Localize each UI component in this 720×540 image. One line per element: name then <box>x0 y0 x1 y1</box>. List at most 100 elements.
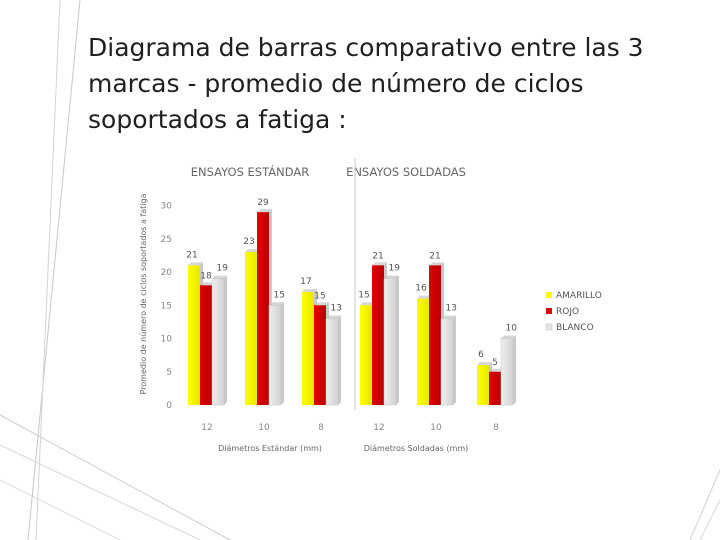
bar <box>383 275 399 406</box>
bar-front <box>314 305 326 405</box>
x-tick-label: 8 <box>493 423 499 433</box>
decorative-line <box>0 444 201 540</box>
bar-top <box>384 275 399 279</box>
y-axis-title: Promedio de número de ciclos soportados … <box>139 193 148 394</box>
data-label: 18 <box>200 271 212 281</box>
legend-swatch <box>546 292 552 298</box>
bar-side <box>453 315 456 405</box>
bar-top <box>477 362 492 366</box>
y-tick-label: 5 <box>166 368 172 378</box>
data-label: 6 <box>478 350 484 360</box>
bar-top <box>326 315 341 319</box>
bar-front <box>500 338 514 406</box>
bar <box>440 315 456 406</box>
data-label: 21 <box>186 250 197 260</box>
bar-front <box>489 371 501 405</box>
decorative-line <box>35 0 61 540</box>
bar-top <box>441 315 456 319</box>
bar-top <box>302 288 317 292</box>
data-label: 15 <box>314 291 325 301</box>
y-tick-label: 0 <box>166 401 172 411</box>
bar-top <box>245 249 260 253</box>
bar-front <box>302 291 314 405</box>
legend-label: BLANCO <box>556 323 594 333</box>
data-label: 17 <box>300 277 311 287</box>
legend-swatch <box>545 323 553 331</box>
legend-label: AMARILLO <box>556 291 602 301</box>
bar-top <box>188 262 203 266</box>
data-label: 19 <box>389 264 401 274</box>
data-label: 13 <box>331 304 342 314</box>
bar-top <box>200 282 215 286</box>
bar-front <box>245 252 257 405</box>
x-tick-label: 10 <box>258 423 270 433</box>
legend-label: ROJO <box>556 307 579 317</box>
x-axis-title: Diámetros Soldadas (mm) <box>364 444 469 453</box>
data-label: 10 <box>506 324 518 334</box>
bar-front <box>372 265 384 405</box>
bar-side <box>513 335 516 405</box>
y-tick-label: 25 <box>161 235 172 245</box>
bar-front <box>383 278 397 406</box>
data-label: 29 <box>257 198 269 208</box>
bar <box>500 335 516 406</box>
data-label: 13 <box>446 304 457 314</box>
group-title: ENSAYOS SOLDADAS <box>346 165 466 179</box>
data-label: 5 <box>492 358 498 368</box>
bar-side <box>338 315 341 405</box>
bar <box>211 275 227 406</box>
data-label: 15 <box>274 290 285 300</box>
bar-top <box>501 335 516 339</box>
bar-top <box>314 302 329 306</box>
bar-front <box>325 318 339 406</box>
data-label: 21 <box>372 251 383 261</box>
bar-front <box>417 298 429 405</box>
data-label: 19 <box>217 264 229 274</box>
x-tick-label: 12 <box>373 423 384 433</box>
bar-top <box>429 262 444 266</box>
bar-top <box>212 275 227 279</box>
bar-front <box>188 265 200 405</box>
bar-top <box>269 302 284 306</box>
data-label: 16 <box>415 284 427 294</box>
x-tick-label: 10 <box>430 423 442 433</box>
bar-top <box>417 295 432 299</box>
y-tick-label: 30 <box>161 202 173 212</box>
legend-swatch <box>546 308 552 314</box>
bar-front <box>257 212 269 405</box>
x-tick-label: 8 <box>318 423 324 433</box>
bar-front <box>200 285 212 405</box>
group-title: ENSAYOS ESTÁNDAR <box>191 164 309 179</box>
decorative-line <box>27 0 81 540</box>
bar-top <box>372 262 387 266</box>
bar <box>325 315 341 406</box>
bar-front <box>360 305 372 405</box>
data-label: 21 <box>429 251 440 261</box>
decorative-line <box>699 499 720 540</box>
y-tick-label: 20 <box>161 268 173 278</box>
data-label: 15 <box>358 290 369 300</box>
page-title: Diagrama de barras comparativo entre las… <box>88 33 644 134</box>
y-tick-label: 10 <box>161 335 173 345</box>
bar-front <box>429 265 441 405</box>
bar <box>268 302 284 406</box>
y-tick-label: 15 <box>161 301 172 311</box>
data-label: 23 <box>243 237 254 247</box>
bar-front <box>440 318 454 406</box>
bar-top <box>489 368 504 372</box>
bar-side <box>224 275 227 405</box>
decorative-line <box>689 469 720 540</box>
x-axis-title: Diámetros Estándar (mm) <box>218 444 322 453</box>
bar-top <box>257 209 272 213</box>
x-tick-label: 12 <box>201 423 212 433</box>
bar-front <box>211 278 225 406</box>
bar-top <box>360 302 375 306</box>
bar-front <box>268 305 282 406</box>
decorative-line <box>0 479 121 540</box>
decorative-line <box>0 414 231 540</box>
bar-front <box>477 365 489 405</box>
bar-side <box>396 275 399 405</box>
bar-side <box>281 302 284 405</box>
